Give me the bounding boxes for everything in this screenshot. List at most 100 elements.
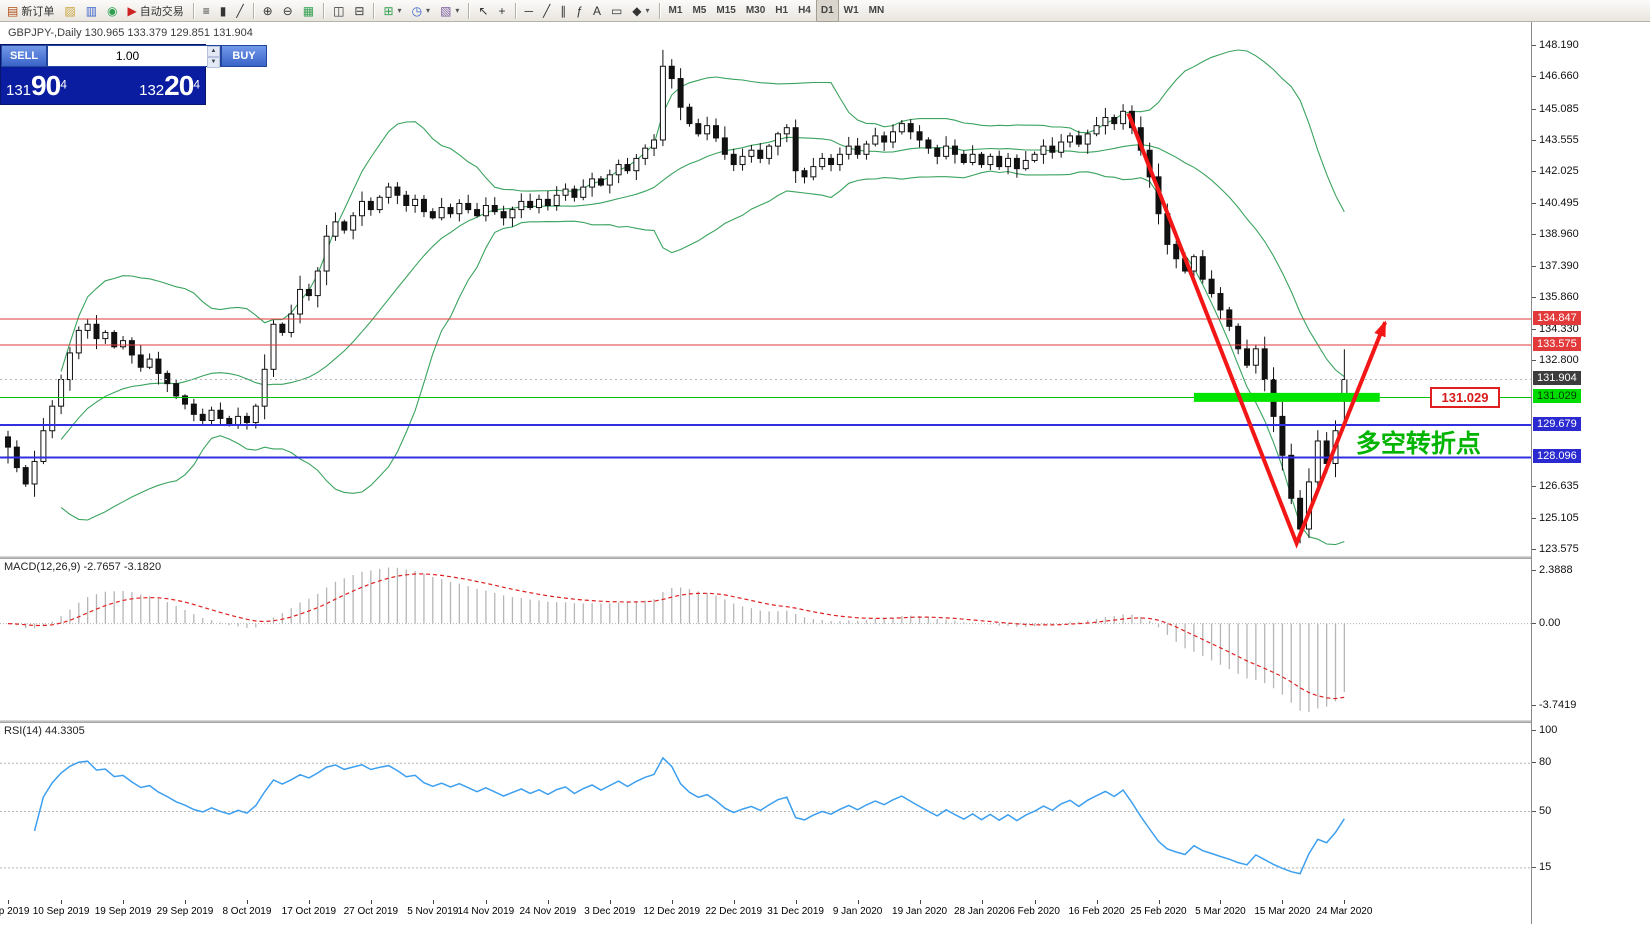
periods-icon[interactable]: ◷ ▾ [407,0,436,21]
candle-body [987,155,994,166]
rsi-line [33,756,1345,875]
sell-button[interactable]: SELL [1,45,47,67]
candle [49,400,56,439]
buy-button[interactable]: BUY [221,45,267,67]
cursor-icon[interactable]: ↖ [473,0,493,21]
price-box-131.029: 131.029 [1533,389,1581,404]
candle [633,153,640,181]
templates-dropdown-icon[interactable]: ▾ [455,6,460,15]
equidistant-channel-icon[interactable]: ∥ [555,0,571,21]
macd-panel[interactable] [0,559,1531,720]
candle-body [1314,440,1321,483]
toolbar-separator [468,2,470,19]
indicators-dropdown-icon[interactable]: ▾ [397,6,402,15]
horizontal-line-icon[interactable]: ─ [520,0,539,21]
candle [58,374,65,415]
zoom-in-icon[interactable]: ⊕ [258,0,278,21]
panel-separator[interactable] [0,556,1650,559]
text-icon[interactable]: A [588,0,606,21]
candle [677,68,684,121]
templates-icon[interactable]: ▧ ▾ [435,0,464,21]
shapes-dropdown-icon[interactable]: ▾ [645,6,650,15]
date-label: 22 Dec 2019 [705,906,763,917]
tf-w1-button[interactable]: W1 [839,0,864,22]
candle-body [828,157,835,166]
buy-price[interactable]: 132204 [139,69,200,101]
tf-h4-button-label: H4 [798,5,811,16]
trend-arrow[interactable] [1126,112,1387,549]
candle [571,185,578,202]
date-label: 14 Nov 2019 [457,906,515,917]
tf-mn-button-label: MN [868,5,885,16]
candle [925,137,932,154]
panel-separator[interactable] [0,720,1650,723]
profiles-icon[interactable]: ▨ [59,0,80,21]
market-watch-glyph: ▥ [85,3,98,18]
candle-body [1102,116,1109,127]
candle [748,145,755,163]
tf-m5-button[interactable]: M5 [687,0,711,22]
zoom-out-icon[interactable]: ⊖ [278,0,298,21]
autotrading-button[interactable]: ▶ 自动交易 [123,0,189,21]
line-chart-icon[interactable]: ╱ [231,0,248,21]
periods-dropdown-icon[interactable]: ▾ [426,6,431,15]
candlestick-chart-icon[interactable]: ▮ [215,0,232,21]
tf-mn-button[interactable]: MN [864,0,890,22]
new-chart-icon[interactable]: ▦ [298,0,319,21]
new-order-button[interactable]: ▤ 新订单 [2,0,59,21]
candle-body [128,340,135,356]
candle-body [925,139,932,149]
candle [881,131,888,151]
tf-h4-button[interactable]: H4 [793,0,816,22]
crosshair-icon[interactable]: + [493,0,510,21]
quantity-stepper[interactable]: ▲ ▼ [47,45,221,68]
price-tick-label: 125.105 [1539,511,1579,524]
fibonacci-icon[interactable]: ƒ [571,0,588,21]
candle [1341,349,1348,422]
trendline-icon[interactable]: ╱ [538,0,555,21]
cascade-windows-glyph: ⊟ [354,3,365,18]
candle-body [456,202,463,215]
tf-m30-button[interactable]: M30 [741,0,770,22]
bollinger-middle-line [60,136,1345,440]
tf-d1-button[interactable]: D1 [815,0,839,22]
price-tick-label: 143.555 [1539,133,1579,146]
candle [597,175,604,187]
shapes-icon[interactable]: ◆ ▾ [627,0,654,21]
sell-price[interactable]: 131904 [6,69,67,101]
market-watch-icon[interactable]: ▥ [81,0,102,21]
axis-tick [1532,171,1536,173]
rsi-panel[interactable] [0,723,1531,900]
quantity-decrease-button[interactable]: ▼ [207,57,220,68]
candle-body [22,467,29,485]
turning-point-annotation[interactable]: 多空转折点 [1356,429,1481,458]
candle [111,330,118,349]
tf-h1-button[interactable]: H1 [770,0,793,22]
chart-window[interactable]: 多空转折点 GBPJPY-,Daily 130.965 133.379 129.… [0,22,1650,949]
support-price-callout[interactable]: 131.029 [1430,387,1500,409]
price-axis[interactable]: 148.190 146.660 145.085 143.555 142.025 140.4… [1532,22,1650,924]
main-chart-canvas[interactable]: 多空转折点 [0,22,1531,556]
date-tick [485,900,487,904]
navigator-icon[interactable]: ◉ [102,0,122,21]
tf-m15-button[interactable]: M15 [711,0,740,22]
support-zone[interactable] [1193,392,1380,402]
tf-m1-button[interactable]: M1 [664,0,688,22]
candle-body [297,288,304,315]
candle-body [872,135,879,145]
bar-chart-icon[interactable]: ≡ [198,0,215,21]
indicators-icon[interactable]: ⊞ ▾ [378,0,406,21]
text-label-icon[interactable]: ▭ [606,0,627,21]
quantity-increase-button[interactable]: ▲ [207,46,220,57]
candle [332,212,339,241]
navigator-glyph: ◉ [107,3,118,18]
candle-body [350,215,357,231]
candle-body [695,123,702,135]
candle-body [429,211,436,219]
quantity-input[interactable] [48,46,207,66]
tile-windows-icon[interactable]: ◫ [328,0,349,21]
cascade-windows-icon[interactable]: ⊟ [349,0,369,21]
periods-glyph: ◷ [411,3,423,18]
candle-body [394,186,401,196]
